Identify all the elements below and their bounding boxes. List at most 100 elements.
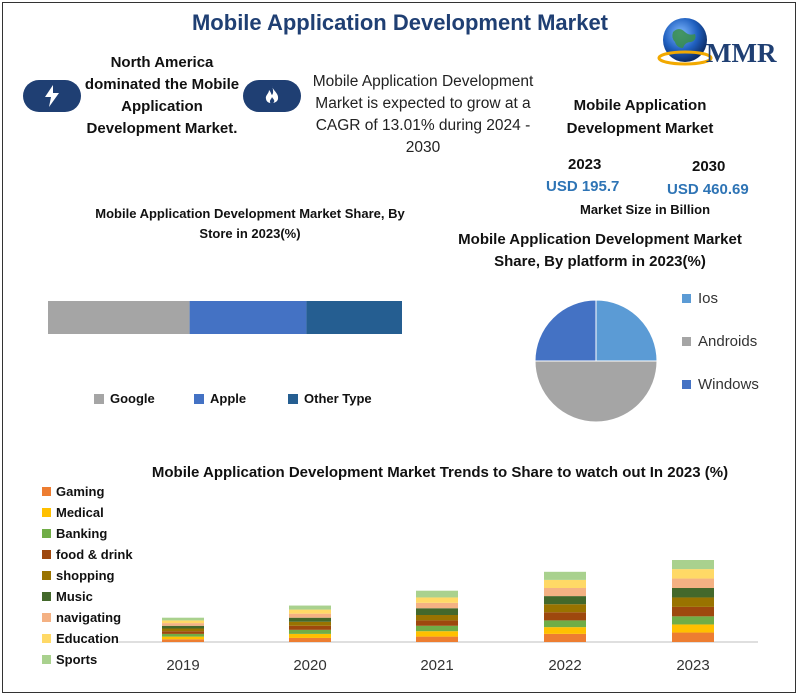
trend-bar-2022-gaming [544,633,586,642]
trend-legend-swatch-shopping [42,571,51,580]
trend-legend-label-shopping: shopping [56,568,115,583]
trend-bar-2019-shopping [162,628,204,632]
trend-bar-2020-music [289,617,331,622]
logo-text: MMR [706,38,777,68]
trend-legend-food-drink: food & drink [42,547,133,562]
trend-legend-label-music: Music [56,589,93,604]
legend-label-apple: Apple [210,391,247,406]
trend-bar-2021-education [416,597,458,603]
legend-swatch-apple [194,393,204,404]
trend-legend-label-medical: Medical [56,505,104,520]
lightning-icon-badge [23,80,81,112]
cagr-text: Mobile Application Development Market is… [312,73,534,156]
trend-bar-2022-shopping [544,604,586,613]
trend-bar-2020-sports [289,605,331,610]
flame-icon-badge [243,80,301,112]
trend-bar-2023-gaming [672,632,714,642]
trend-bar-2022-sports [544,571,586,580]
trend-legend-swatch-sports [42,655,51,664]
value-2030: USD 460.69 [667,181,749,198]
legend-other-type: Other Type [288,391,372,406]
trend-bar-2019-navigating [162,623,204,626]
market-size-title: Mobile Application Development Market [566,97,714,137]
trend-bar-2020-navigating [289,613,331,618]
platform-pie-chart [534,299,658,423]
trend-bar-2019-food-drink [162,631,204,634]
trend-bar-2019-medical [162,636,204,640]
trend-bar-2019-banking [162,633,204,637]
x-tick-label-2021: 2021 [420,657,453,674]
pie-legend-ios: Ios [682,290,718,307]
trend-bar-2021-food-drink [416,620,458,626]
trend-legend-medical: Medical [42,505,104,520]
legend-google: Google [94,391,155,406]
trend-legend-swatch-food-drink [42,550,51,559]
trend-legend-swatch-navigating [42,613,51,622]
trend-bar-2019-sports [162,617,204,621]
trend-bar-2020-food-drink [289,625,331,630]
legend-swatch-other-type [288,393,298,404]
store-chart-title: Mobile Application Development Market Sh… [95,206,405,241]
trend-bar-2021-banking [416,625,458,632]
trend-bar-2023-education [672,569,714,579]
trend-legend-swatch-education [42,634,51,643]
trend-legend-swatch-gaming [42,487,51,496]
pie-legend-label-androids: Androids [698,333,758,350]
trend-chart-title: Mobile Application Development Market Tr… [151,464,729,481]
trend-legend-gaming: Gaming [42,484,104,499]
pie-slice-ios [595,299,658,362]
page-title: Mobile Application Development Market [191,10,609,35]
trend-bar-2022-music [544,596,586,605]
legend-swatch-google [94,393,104,404]
trend-bar-2022-navigating [544,588,586,597]
pie-legend-swatch-ios [682,294,691,303]
trend-legend-shopping: shopping [42,568,115,583]
trend-legend-banking: Banking [42,526,107,541]
pie-legend-swatch-windows [682,380,691,389]
trend-bar-2021-sports [416,590,458,598]
x-tick-label-2020: 2020 [293,657,326,674]
globe-logo-icon [655,12,715,72]
trend-bar-2023-sports [672,560,714,570]
trend-legend-swatch-medical [42,508,51,517]
trend-legend-label-navigating: navigating [56,610,122,625]
trend-bar-2020-banking [289,629,331,634]
x-tick-label-2022: 2022 [548,657,581,674]
pie-legend-windows: Windows [682,376,759,393]
trend-legend-swatch-banking [42,529,51,538]
store-bar-segment-apple [189,301,307,334]
x-tick-label-2019: 2019 [166,657,199,674]
trend-bar-2020-shopping [289,621,331,626]
trend-legend-music: Music [42,589,93,604]
store-stacked-bar-chart [48,301,402,334]
trend-bar-2021-medical [416,631,458,637]
store-bar-segment-google [48,301,190,334]
trend-legend-sports: Sports [42,652,97,667]
market-size-unit: Market Size in Billion [579,202,711,217]
pie-legend-label-ios: Ios [698,290,719,307]
trend-legend-label-banking: Banking [56,526,108,541]
trend-legend-label-food-drink: food & drink [56,547,133,562]
trend-bar-2020-medical [289,633,331,638]
trend-bar-2021-music [416,608,458,615]
trend-bar-2021-navigating [416,602,458,609]
flame-icon [265,86,279,104]
trend-bar-2021-shopping [416,615,458,621]
trend-legend-swatch-music [42,592,51,601]
trend-stacked-column-chart: 2019 2020 2021 2022 2023 [118,560,758,674]
pie-legend-swatch-androids [682,337,691,346]
trend-bar-2022-banking [544,620,586,628]
pie-slice-androids [534,360,658,423]
trend-legend-label-education: Education [56,631,119,646]
pie-slice-windows [534,299,597,362]
trend-bar-2020-gaming [289,637,331,642]
pie-legend-label-windows: Windows [698,376,759,393]
trend-legend-label-gaming: Gaming [56,484,105,499]
trend-legend-label-sports: Sports [56,652,98,667]
legend-label-other-type: Other Type [304,391,372,406]
trend-bar-2023-food-drink [672,606,714,617]
trend-bar-2019-music [162,625,204,629]
store-bar-segment-other-type [306,301,402,334]
legend-label-google: Google [110,391,155,406]
